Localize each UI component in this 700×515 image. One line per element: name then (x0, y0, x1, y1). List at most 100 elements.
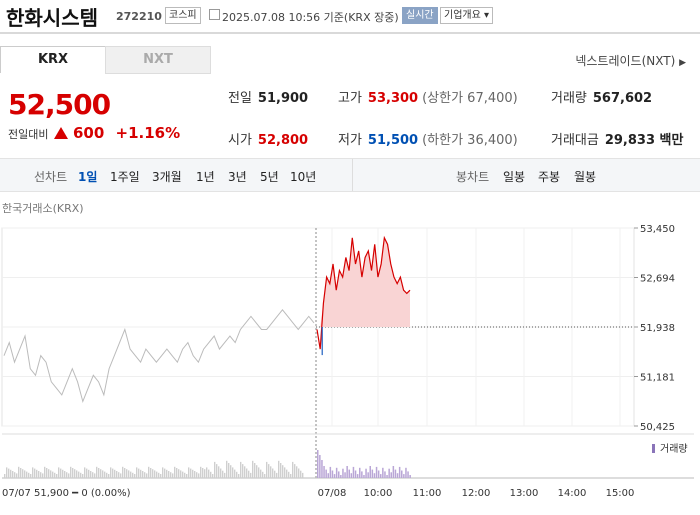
chart-labels: 53,450 52,694 51,938 51,181 50,425 07/08 10:00… (2, 224, 688, 499)
open-label: 시가 (228, 133, 252, 148)
volume-bar-prev-day (182, 471, 184, 478)
nexttrade-label: 넥스트레이드(NXT) (575, 54, 676, 68)
stock-code: 272210 (116, 10, 162, 23)
current-price: 52,500 (8, 88, 111, 121)
volume-bar-today (361, 471, 363, 478)
stat-volume: 거래량 567,602 (551, 87, 652, 106)
volume-bar-prev-day (52, 471, 54, 478)
volume-label: 거래량 (551, 91, 587, 106)
volume-bar-prev-day (28, 472, 30, 478)
volume-bar-prev-day (226, 460, 228, 478)
volume-bar-today (331, 470, 334, 478)
volume-bar-prev-day (96, 466, 98, 478)
price-change: 전일대비 600 +1.16% (8, 124, 180, 142)
volume-bar-prev-day (240, 461, 242, 478)
volume-bar-prev-day (212, 474, 214, 478)
volume-bar-prev-day (112, 468, 114, 478)
volume-bar-prev-day (26, 471, 28, 478)
realtime-button[interactable]: 실시간 (402, 7, 438, 24)
volume-bar-prev-day (32, 467, 34, 478)
period-1w[interactable]: 1주일 (110, 170, 140, 184)
volume-bar-today (340, 475, 342, 478)
volume-bar-prev-day (190, 468, 192, 478)
volume-bar-today (323, 466, 325, 478)
volume-bar-prev-day (46, 468, 48, 478)
volume-bar-today (333, 474, 336, 478)
period-10y[interactable]: 10년 (290, 170, 317, 184)
volume-bar-prev-day (16, 473, 18, 478)
tab-nxt[interactable]: NXT (105, 46, 211, 74)
volume-bar-today (384, 471, 386, 478)
volume-bar-prev-day (38, 471, 40, 478)
volume-bar-prev-day (80, 472, 82, 478)
volume-bar-prev-day (204, 469, 206, 478)
volume-bar-prev-day (128, 470, 130, 478)
company-info-dropdown[interactable]: 기업개요 ▾ (440, 7, 493, 24)
y-tick-label: 51,938 (640, 323, 675, 334)
volume-bar-prev-day (106, 472, 108, 478)
volume-bar-prev-day (122, 466, 124, 478)
open-value: 52,800 (257, 133, 309, 148)
volume-bar-prev-day (60, 468, 62, 478)
nexttrade-link[interactable]: 넥스트레이드(NXT) ▶ (575, 52, 686, 69)
period-5y[interactable]: 5년 (260, 170, 279, 184)
period-1y[interactable]: 1년 (196, 170, 215, 184)
volume-bar-prev-day (242, 464, 244, 478)
volume-bar-prev-day (186, 474, 188, 478)
volume-bar-today (407, 471, 409, 478)
volume-bar-today (354, 470, 357, 478)
period-3m[interactable]: 3개월 (152, 170, 182, 184)
volume-bar-prev-day (34, 468, 36, 478)
volume-bar-prev-day (288, 471, 290, 478)
volume-bar-today (325, 469, 327, 478)
volume-bar-prev-day (140, 469, 142, 478)
volume-bar-prev-day (134, 474, 136, 478)
upper-limit: (상한가 67,400) (422, 91, 518, 106)
volume-bar-prev-day (162, 467, 164, 478)
period-1d[interactable]: 1일 (78, 170, 98, 184)
chart-grid (1, 227, 694, 479)
volume-bar-prev-day (234, 469, 236, 478)
volume-bar-prev-day (170, 472, 172, 478)
period-3y[interactable]: 3년 (228, 170, 247, 184)
candle-weekly[interactable]: 주봉 (538, 170, 561, 184)
volume-bar-prev-day (296, 466, 298, 478)
volume-bar-prev-day (44, 466, 46, 478)
volume-bar-prev-day (64, 471, 66, 478)
line-chart-label[interactable]: 선차트 (34, 170, 68, 184)
tab-krx[interactable]: KRX (0, 46, 106, 73)
volume-bar-prev-day (292, 461, 294, 478)
volume-bar-prev-day (224, 472, 226, 478)
volume-bar-prev-day (208, 469, 210, 478)
volume-bar-today (329, 466, 332, 478)
volume-bar-prev-day (236, 471, 238, 478)
x-tick-label: 07/08 (318, 488, 347, 499)
candle-daily[interactable]: 일봉 (503, 170, 526, 184)
volume-bar-prev-day (12, 471, 14, 478)
volume-bar-prev-day (214, 461, 216, 478)
volume-bar-prev-day (158, 472, 160, 478)
series-area-today (317, 237, 410, 327)
volume-bar-prev-day (196, 472, 198, 478)
volume-bar-prev-day (202, 468, 204, 478)
volume-bar-prev-day (194, 471, 196, 478)
volume-bar-prev-day (82, 474, 84, 478)
low-value: 51,500 (367, 133, 419, 148)
candle-chart-label[interactable]: 봉차트 (456, 170, 490, 184)
volume-bar-prev-day (148, 466, 150, 478)
volume-bar-prev-day (272, 468, 274, 478)
volume-bar-prev-day (24, 470, 26, 478)
volume-bar-today (367, 472, 369, 478)
volume-bar-today (398, 466, 401, 478)
volume-bar-prev-day (100, 469, 102, 478)
volume-bar-prev-day (268, 464, 270, 478)
volume-bar-prev-day (232, 467, 234, 478)
volume-bar-today (352, 466, 355, 478)
volume-bar-prev-day (84, 467, 86, 478)
stat-high: 고가 53,300 (상한가 67,400) (338, 87, 518, 106)
intraday-price-chart: 53,450 52,694 51,938 51,181 50,425 07/08 10:00… (1, 224, 694, 499)
stat-amount: 거래대금 29,833 백만 (551, 129, 683, 148)
volume-bar-prev-day (8, 468, 10, 478)
candle-monthly[interactable]: 월봉 (574, 170, 597, 184)
volume-bar-prev-day (116, 471, 118, 478)
